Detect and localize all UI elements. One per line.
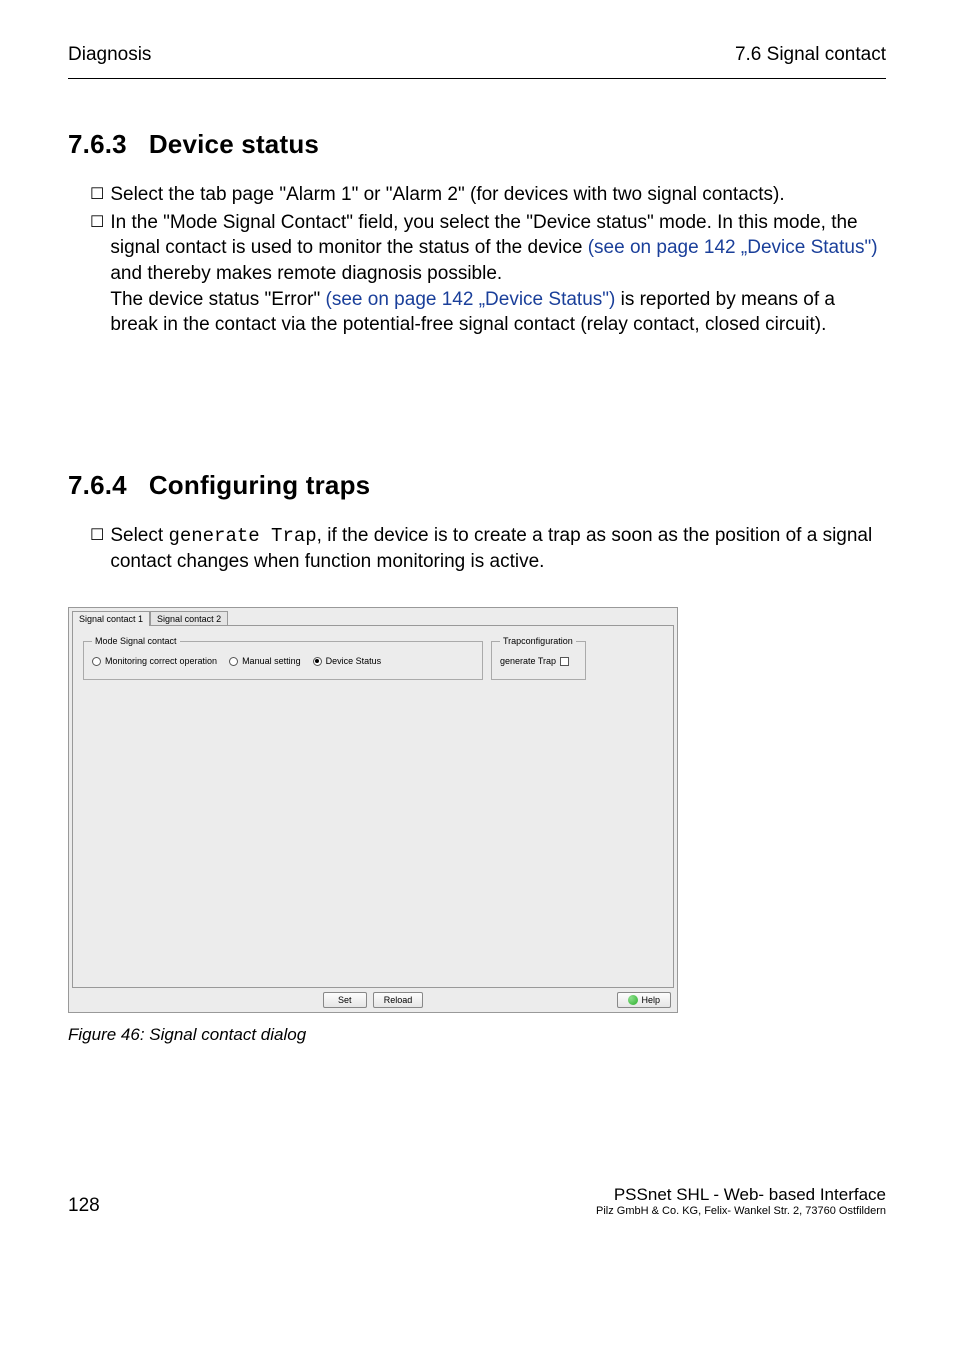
text-run: and thereby makes remote diagnosis possi… [110,263,502,284]
checkbox-generate-trap[interactable]: generate Trap [500,656,569,666]
radio-icon [313,657,322,666]
help-icon [628,995,638,1005]
legend-trap: Trapconfiguration [500,636,576,646]
body-paragraph: Select generate Trap, if the device is t… [110,523,886,575]
radio-label: Device Status [326,656,382,666]
page-footer: 128 PSSnet SHL - Web- based Interface Pi… [68,1185,886,1217]
radio-icon [229,657,238,666]
list-marker: ☐ [90,525,104,547]
radio-device-status[interactable]: Device Status [313,656,382,666]
tab-signal-contact-1[interactable]: Signal contact 1 [72,611,150,626]
figure-caption: Figure 46: Signal contact dialog [68,1025,886,1045]
group-mode-signal-contact: Mode Signal contact Monitoring correct o… [83,636,483,680]
text-run: The device status "Error" [110,289,325,310]
help-button[interactable]: Help [617,992,671,1008]
section-title-configuring-traps: 7.6.4 Configuring traps [68,470,886,501]
section-number: 7.6.4 [68,470,127,500]
list-marker: ☐ [90,184,104,206]
section-heading: Device status [149,129,319,159]
footer-product: PSSnet SHL - Web- based Interface [596,1185,886,1205]
radio-monitoring[interactable]: Monitoring correct operation [92,656,217,666]
radio-label: Manual setting [242,656,301,666]
tab-signal-contact-2[interactable]: Signal contact 2 [150,611,228,626]
radio-manual[interactable]: Manual setting [229,656,301,666]
body-paragraph: In the "Mode Signal Contact" field, you … [110,210,886,338]
section-heading: Configuring traps [149,470,371,500]
legend-mode: Mode Signal contact [92,636,180,646]
body-paragraph: Select the tab page "Alarm 1" or "Alarm … [110,182,784,208]
help-label: Help [641,995,660,1005]
cross-ref-link[interactable]: (see on page 142 „Device Status") [326,289,616,310]
radio-label: Monitoring correct operation [105,656,217,666]
header-right: 7.6 Signal contact [735,44,886,66]
checkbox-icon [560,657,569,666]
screenshot-signal-contact-dialog: Signal contact 1 Signal contact 2 Mode S… [68,607,886,1013]
header-left: Diagnosis [68,44,151,66]
set-button[interactable]: Set [323,992,367,1008]
group-trap-configuration: Trapconfiguration generate Trap [491,636,586,680]
section-title-device-status: 7.6.3 Device status [68,129,886,160]
dialog-button-bar: Set Reload Help [69,988,677,1012]
section-number: 7.6.3 [68,129,127,159]
list-marker: ☐ [90,212,104,234]
reload-button[interactable]: Reload [373,992,424,1008]
text-run: Select [110,525,168,546]
code-literal: generate Trap [168,525,316,547]
tab-panel: Mode Signal contact Monitoring correct o… [72,625,674,988]
footer-address: Pilz GmbH & Co. KG, Felix- Wankel Str. 2… [596,1205,886,1217]
radio-icon [92,657,101,666]
cross-ref-link[interactable]: (see on page 142 „Device Status") [588,237,878,258]
page-number: 128 [68,1195,100,1217]
page-header: Diagnosis 7.6 Signal contact [68,44,886,79]
checkbox-label: generate Trap [500,656,556,666]
